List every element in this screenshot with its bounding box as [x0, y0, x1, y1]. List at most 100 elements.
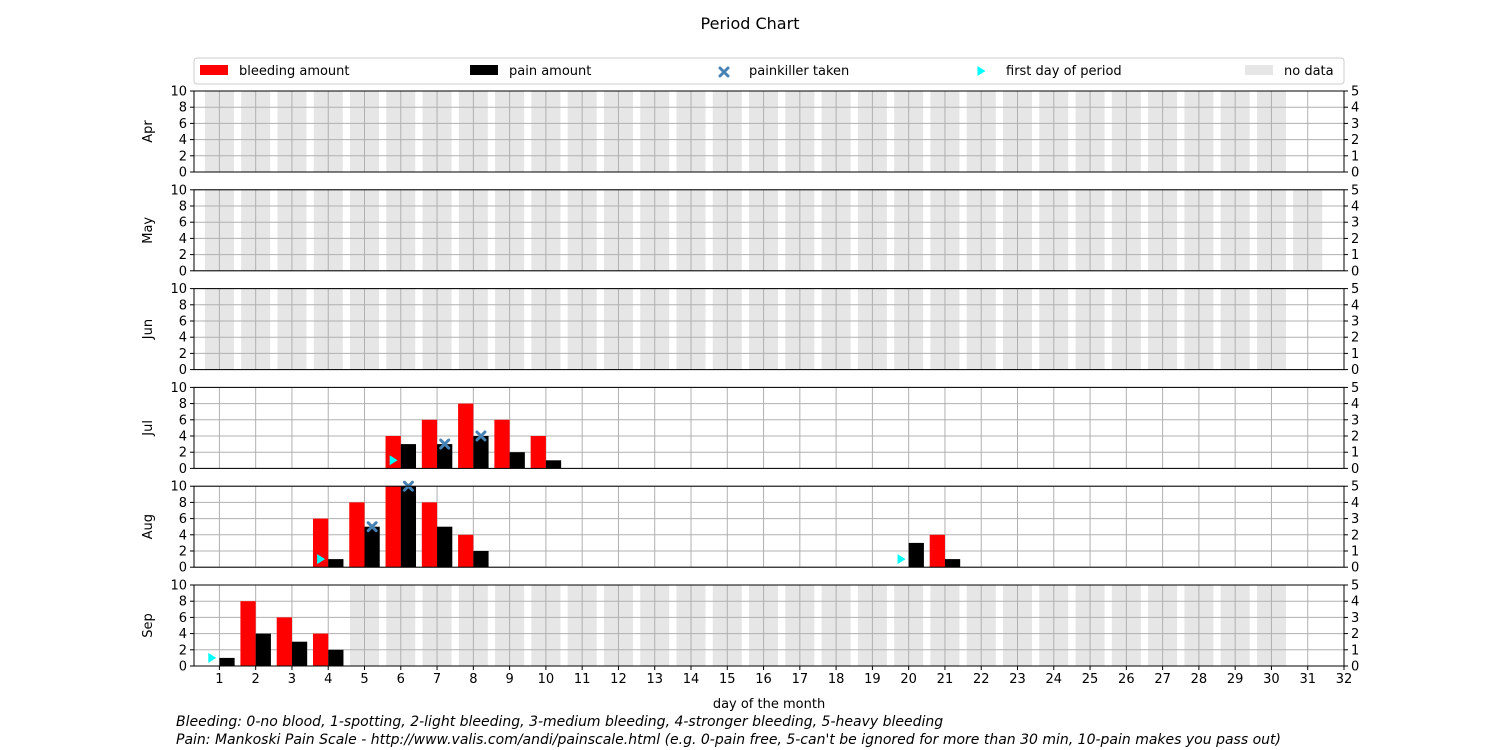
x-tick-label: 31	[1299, 672, 1316, 687]
left-tick-label: 2	[179, 248, 187, 263]
legend-swatch	[1245, 65, 1273, 75]
x-tick-label: 6	[397, 672, 405, 687]
left-tick-label: 2	[179, 643, 187, 658]
left-tick-label: 0	[179, 660, 187, 675]
x-tick-label: 2	[252, 672, 260, 687]
x-tick-label: 15	[719, 672, 736, 687]
x-tick-label: 23	[1009, 672, 1026, 687]
x-tick-label: 3	[288, 672, 296, 687]
legend-item: first day of period	[977, 64, 1122, 79]
left-tick-label: 0	[179, 166, 187, 181]
pain-bar	[291, 641, 308, 666]
panel-frame	[193, 386, 1345, 469]
right-tick-label: 4	[1351, 200, 1359, 215]
x-tick-label: 19	[864, 672, 881, 687]
first-day-marker	[317, 554, 326, 565]
x-tick-label: 16	[755, 672, 772, 687]
right-tick-label: 5	[1351, 480, 1359, 495]
painkiller-marker	[475, 430, 487, 442]
legend-label: first day of period	[1006, 64, 1122, 79]
x-tick-label: 26	[1118, 672, 1135, 687]
x-tick-label: 32	[1336, 672, 1353, 687]
right-tick-label: 1	[1351, 545, 1359, 560]
legend-swatch	[470, 65, 498, 75]
right-tick-label: 0	[1351, 166, 1359, 181]
legend-box	[193, 57, 1345, 85]
pain-scale-note: Pain: Mankoski Pain Scale - http://www.v…	[176, 732, 1281, 748]
left-tick-label: 4	[179, 331, 187, 346]
x-tick-label: 30	[1263, 672, 1280, 687]
x-tick-label: 11	[574, 672, 591, 687]
legend-swatch	[200, 65, 228, 75]
first-day-marker	[389, 455, 398, 466]
panel-frame	[193, 584, 1345, 667]
painkiller-marker	[366, 521, 378, 533]
left-tick-label: 8	[179, 101, 187, 116]
pain-bar	[219, 657, 235, 666]
x-tick-label: 25	[1082, 672, 1099, 687]
right-tick-label: 3	[1351, 117, 1359, 132]
right-tick-label: 5	[1351, 85, 1359, 100]
month-label: Sep	[141, 613, 156, 638]
right-tick-label: 4	[1351, 496, 1359, 511]
left-tick-label: 2	[179, 347, 187, 362]
legend-label: painkiller taken	[749, 64, 849, 79]
x-tick-label: 28	[1191, 672, 1208, 687]
left-tick-label: 6	[179, 216, 187, 231]
month-label: May	[141, 217, 156, 244]
left-tick-label: 6	[179, 512, 187, 527]
right-tick-label: 1	[1351, 643, 1359, 658]
bleeding-bar	[312, 633, 329, 666]
right-tick-label: 2	[1351, 232, 1359, 247]
pain-bar	[473, 436, 489, 469]
legend: bleeding amount pain amount painkiller tak…	[193, 57, 1345, 85]
left-tick-label: 10	[170, 480, 187, 495]
left-tick-label: 0	[179, 363, 187, 378]
bleeding-bar	[240, 601, 256, 666]
legend-item: no data	[1245, 64, 1334, 79]
left-tick-label: 2	[179, 149, 187, 164]
left-tick-label: 4	[179, 133, 187, 148]
legend-item: pain amount	[470, 64, 591, 79]
x-tick-label: 24	[1046, 672, 1063, 687]
right-tick-label: 2	[1351, 528, 1359, 543]
pain-bar	[545, 460, 562, 469]
bleeding-bar	[494, 419, 510, 469]
bleeding-bar	[276, 617, 292, 666]
pain-bar	[400, 486, 417, 568]
right-tick-label: 4	[1351, 595, 1359, 610]
left-tick-label: 6	[179, 315, 187, 330]
right-tick-label: 0	[1351, 462, 1359, 477]
legend-label: bleeding amount	[239, 64, 350, 79]
right-tick-label: 0	[1351, 264, 1359, 279]
chart-title: Period Chart	[701, 14, 800, 33]
left-tick-label: 8	[179, 200, 187, 215]
right-tick-label: 3	[1351, 216, 1359, 231]
pain-bar	[509, 452, 525, 469]
left-tick-label: 8	[179, 595, 187, 610]
x-tick-label: 10	[538, 672, 555, 687]
left-tick-label: 10	[170, 381, 187, 396]
legend-marker	[718, 66, 730, 78]
left-tick-label: 0	[179, 561, 187, 576]
pain-bar	[437, 444, 453, 469]
left-tick-label: 4	[179, 528, 187, 543]
legend-marker	[977, 66, 986, 76]
left-tick-label: 8	[179, 298, 187, 313]
right-tick-label: 1	[1351, 347, 1359, 362]
right-tick-label: 5	[1351, 579, 1359, 594]
right-tick-label: 2	[1351, 627, 1359, 642]
left-tick-label: 10	[170, 85, 187, 100]
right-tick-label: 3	[1351, 315, 1359, 330]
left-tick-label: 4	[179, 232, 187, 247]
month-label: Apr	[141, 120, 156, 143]
left-tick-label: 6	[179, 413, 187, 428]
panel-frame	[193, 90, 1345, 173]
x-tick-label: 29	[1227, 672, 1244, 687]
right-tick-label: 5	[1351, 183, 1359, 198]
left-tick-label: 0	[179, 462, 187, 477]
bleeding-bar	[312, 518, 329, 568]
x-tick-label: 17	[792, 672, 809, 687]
